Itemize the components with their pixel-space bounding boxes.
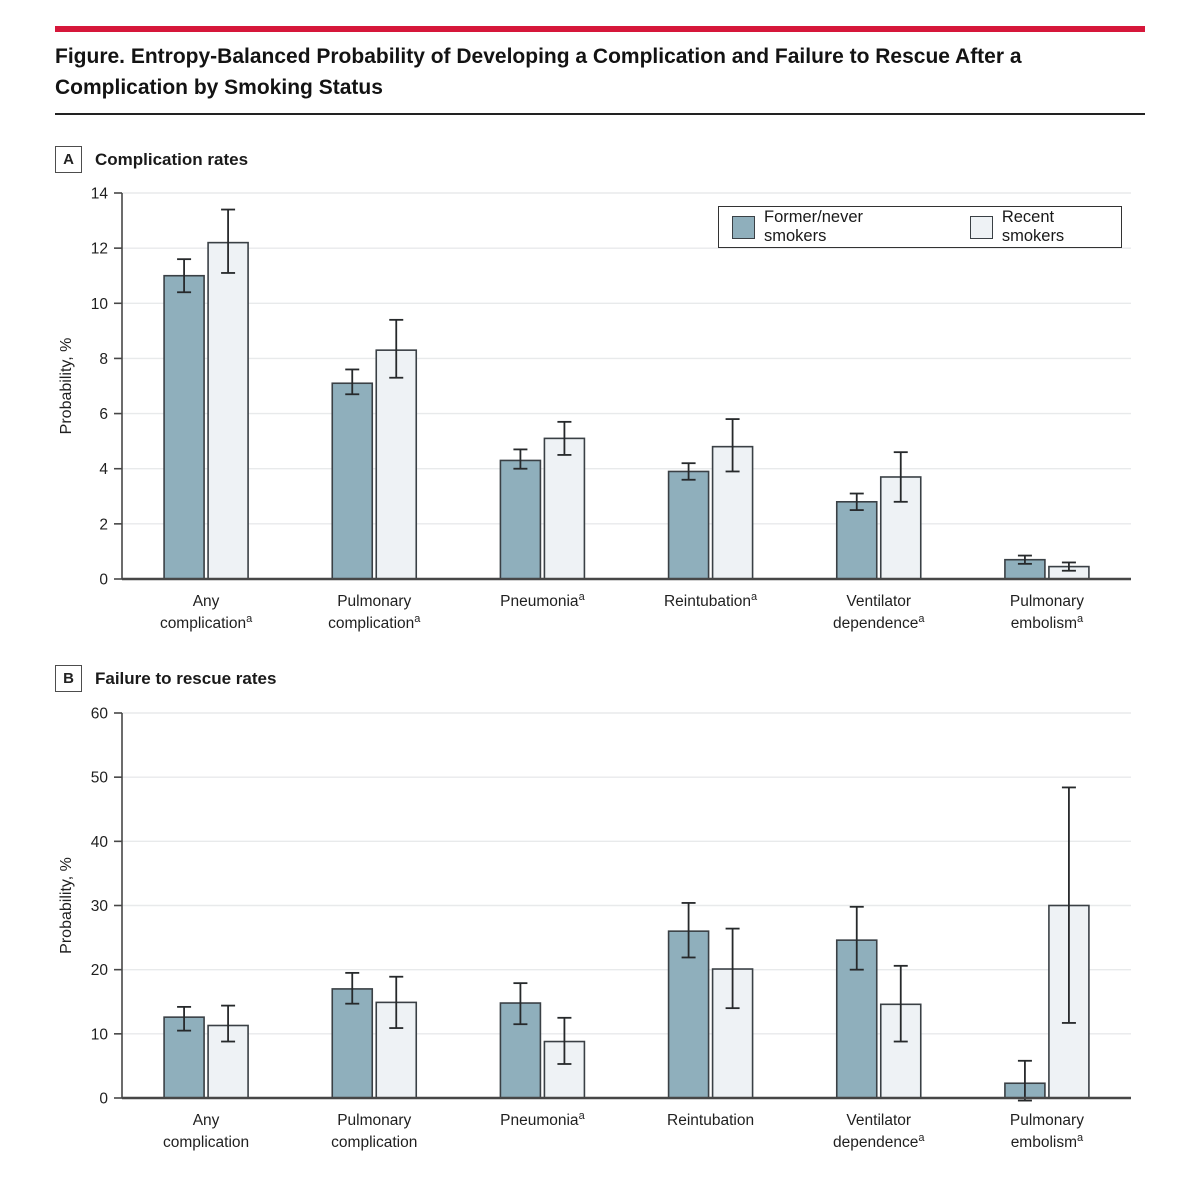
bar <box>207 241 249 580</box>
accent-rule <box>55 26 1145 32</box>
y-axis-title: Probability, % <box>58 338 75 435</box>
category-label: Pulmonary <box>1010 593 1084 610</box>
figure-container: Figure. Entropy-Balanced Probability of … <box>0 26 1200 1160</box>
category-label: Ventilator <box>846 593 911 610</box>
bar <box>667 470 710 580</box>
category-label: complication <box>331 1134 417 1151</box>
bar <box>163 275 205 580</box>
panel-b-chart: 0 10 20 30 40 50 60 Probability, % Any complicati… <box>55 700 1145 1160</box>
y-tick-label: 20 <box>91 962 109 979</box>
bar <box>835 501 878 580</box>
figure-title: Figure. Entropy-Balanced Probability of … <box>55 45 1022 100</box>
bar <box>499 459 542 580</box>
y-tick-label: 0 <box>99 572 108 589</box>
y-tick-label: 30 <box>91 898 109 915</box>
panel-b-key: B <box>55 665 82 693</box>
complication-rates-chart: 0 2 4 6 8 10 12 14 Probability, % Any complication… <box>58 186 1131 632</box>
panel-a-title: Complication rates <box>95 149 249 169</box>
y-tick-label: 8 <box>99 351 108 368</box>
y-tick-label: 12 <box>91 241 108 258</box>
category-label: Pneumoniaa <box>500 1110 585 1129</box>
y-axis-title: Probability, % <box>58 857 75 954</box>
title-divider <box>55 113 1145 116</box>
category-label: complication <box>163 1134 249 1151</box>
recent-smokers-swatch <box>969 215 993 239</box>
former-never-smokers-swatch <box>732 215 755 239</box>
category-label: complicationa <box>328 613 421 632</box>
category-label: Pulmonary <box>337 593 411 610</box>
category-label: Reintubationa <box>664 591 758 610</box>
y-tick-label: 50 <box>91 770 109 787</box>
bar <box>375 349 418 580</box>
panel-a-key: A <box>55 146 82 174</box>
category-label: Ventilator <box>846 1112 911 1129</box>
category-label: complicationa <box>160 613 253 632</box>
legend-label: Recent smokers <box>1001 208 1065 246</box>
bar <box>331 382 374 580</box>
y-tick-label: 4 <box>99 461 108 478</box>
legend-label: Former/never smokers <box>763 208 864 246</box>
failure-to-rescue-rates-chart: 0 10 20 30 40 50 60 Probability, % Any complicati… <box>58 706 1131 1151</box>
category-label: dependencea <box>833 613 925 632</box>
y-tick-label: 10 <box>91 296 109 313</box>
category-label: Pneumoniaa <box>500 591 585 610</box>
panel-b-title: Failure to rescue rates <box>95 668 277 688</box>
y-tick-label: 2 <box>99 517 108 534</box>
y-tick-label: 14 <box>91 186 109 203</box>
y-tick-label: 0 <box>99 1091 108 1108</box>
y-tick-label: 60 <box>91 706 109 723</box>
legend-item-former-never: Former/never smokers <box>732 208 930 246</box>
legend-item-recent: Recent smokers <box>969 208 1121 246</box>
category-label: embolisma <box>1011 1132 1084 1151</box>
bar <box>543 437 586 580</box>
category-label: dependencea <box>833 1132 925 1151</box>
panel-b-header: B Failure to rescue rates <box>55 665 1145 693</box>
category-label: Any <box>193 1112 220 1129</box>
category-label: Pulmonary <box>1010 1112 1084 1129</box>
y-tick-label: 10 <box>91 1026 109 1043</box>
panel-a-header: A Complication rates <box>55 146 1145 174</box>
y-tick-label: 40 <box>91 834 109 851</box>
category-label: Reintubation <box>667 1112 754 1129</box>
category-label: Any <box>193 593 220 610</box>
category-label: embolisma <box>1011 613 1084 632</box>
y-tick-label: 6 <box>99 406 108 423</box>
bar <box>331 988 374 1099</box>
panel-a-chart: 0 2 4 6 8 10 12 14 Probability, % Any complication… <box>55 181 1145 643</box>
category-label: Pulmonary <box>337 1112 411 1129</box>
legend: Former/never smokers Recent smokers <box>718 206 1122 249</box>
